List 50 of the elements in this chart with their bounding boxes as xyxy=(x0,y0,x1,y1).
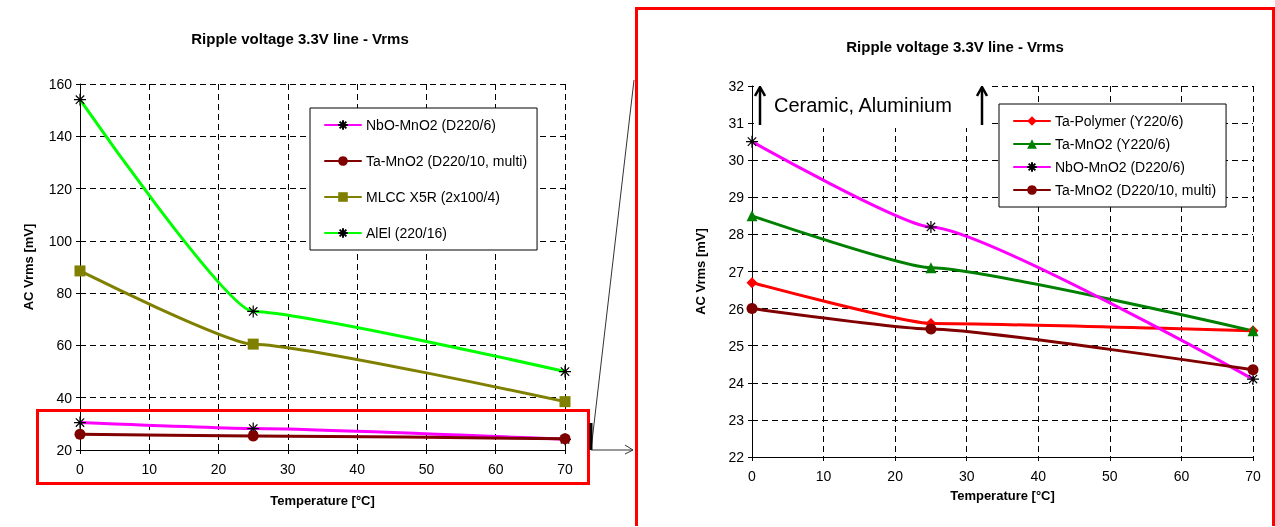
x-tick-label: 0 xyxy=(76,461,85,477)
x-tick-label: 10 xyxy=(815,468,832,484)
x-tick-label: 10 xyxy=(141,461,158,477)
chart-title: Ripple voltage 3.3V line - Vrms xyxy=(846,38,1064,55)
x-tick-label: 40 xyxy=(349,461,366,477)
y-tick-label: 20 xyxy=(56,442,73,458)
x-tick-label: 70 xyxy=(557,461,573,477)
x-tick-label: 50 xyxy=(1102,468,1118,484)
x-axis-title: Temperature [°C] xyxy=(950,488,1055,503)
y-tick-label: 40 xyxy=(56,389,73,406)
x-tick-label: 20 xyxy=(210,461,227,477)
legend-label: Ta-Polymer (Y220/6) xyxy=(1055,113,1184,129)
y-tick-label: 60 xyxy=(56,337,73,354)
legend-label: Ta-MnO2 (D220/10, multi) xyxy=(366,153,528,169)
y-tick-label: 120 xyxy=(48,180,73,197)
y-tick-label: 100 xyxy=(48,232,73,249)
legend-label: Ta-MnO2 (Y220/6) xyxy=(1055,136,1171,152)
x-tick-label: 60 xyxy=(487,461,504,477)
x-tick-label: 40 xyxy=(1030,468,1047,484)
y-tick-label: 30 xyxy=(728,152,745,169)
y-tick-label: 25 xyxy=(728,337,745,354)
y-tick-label: 24 xyxy=(728,374,745,391)
annotation: Ceramic, Aluminium xyxy=(774,94,952,116)
legend-label: AlEl (220/16) xyxy=(366,225,447,241)
y-axis-title: AC Vrms [mV] xyxy=(21,223,36,311)
x-tick-label: 20 xyxy=(887,468,904,484)
y-tick-label: 80 xyxy=(56,285,73,302)
y-axis-title: AC Vrms [mV] xyxy=(693,228,708,315)
x-tick-label: 50 xyxy=(418,461,435,477)
x-tick-label: 0 xyxy=(748,468,757,484)
y-tick-label: 140 xyxy=(48,128,73,145)
legend-label: NbO-MnO2 (D220/6) xyxy=(366,117,496,133)
y-tick-label: 23 xyxy=(728,411,745,428)
x-axis-title: Temperature [°C] xyxy=(270,493,375,508)
legend-label: NbO-MnO2 (D220/6) xyxy=(1055,159,1185,175)
y-tick-label: 29 xyxy=(728,189,745,206)
y-tick-label: 27 xyxy=(728,263,745,280)
y-tick-label: 28 xyxy=(728,226,745,243)
x-tick-label: 30 xyxy=(280,461,296,477)
x-tick-label: 70 xyxy=(1245,468,1261,484)
y-tick-label: 26 xyxy=(728,300,745,317)
legend-label: Ta-MnO2 (D220/10, multi) xyxy=(1055,182,1217,198)
chart-title: Ripple voltage 3.3V line - Vrms xyxy=(191,30,409,47)
y-tick-label: 31 xyxy=(728,115,745,132)
y-tick-label: 32 xyxy=(728,78,745,94)
y-tick-label: 160 xyxy=(48,76,73,92)
y-tick-label: 22 xyxy=(728,449,745,465)
legend-label: MLCC X5R (2x100/4) xyxy=(366,189,500,205)
x-tick-label: 60 xyxy=(1173,468,1190,484)
x-tick-label: 30 xyxy=(958,468,975,484)
